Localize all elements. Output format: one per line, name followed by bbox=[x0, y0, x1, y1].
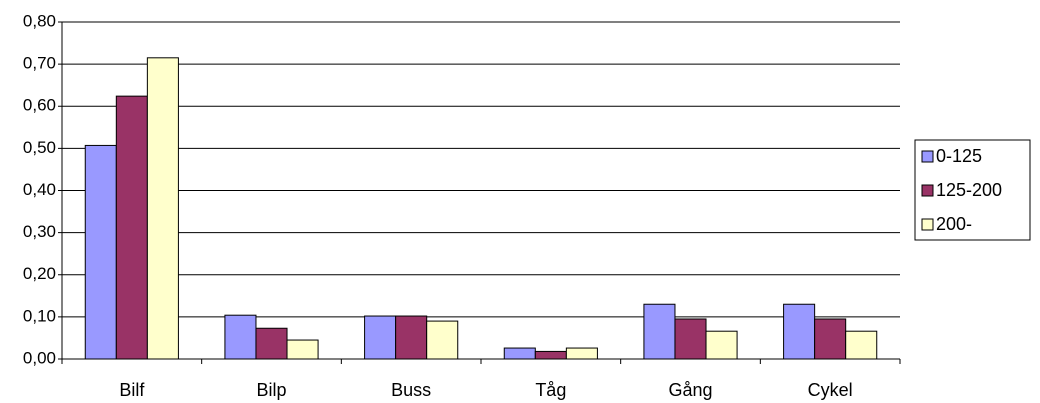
x-tick-label: Gång bbox=[668, 380, 712, 400]
x-tick-label: Bilp bbox=[256, 380, 286, 400]
legend-swatch bbox=[921, 218, 934, 231]
bar bbox=[146, 57, 179, 360]
bar bbox=[426, 320, 459, 360]
bar bbox=[255, 327, 288, 360]
legend-swatch bbox=[921, 150, 934, 163]
bar bbox=[783, 303, 816, 360]
y-tick-label: 0,60 bbox=[23, 96, 56, 115]
bar bbox=[115, 95, 148, 360]
y-tick-label: 0,00 bbox=[23, 348, 56, 367]
bar bbox=[364, 315, 397, 360]
bar bbox=[705, 330, 738, 360]
bar bbox=[224, 314, 257, 360]
bar bbox=[845, 330, 878, 360]
y-tick-label: 0,50 bbox=[23, 138, 56, 157]
bar bbox=[643, 303, 676, 360]
legend-label: 125-200 bbox=[936, 180, 1002, 200]
bar bbox=[84, 144, 117, 360]
x-tick-label: Buss bbox=[391, 380, 431, 400]
bar bbox=[674, 318, 707, 360]
y-tick-label: 0,80 bbox=[23, 11, 56, 30]
y-tick-label: 0,30 bbox=[23, 222, 56, 241]
y-tick-label: 0,40 bbox=[23, 180, 56, 199]
x-tick-label: Cykel bbox=[808, 380, 853, 400]
legend-swatch bbox=[921, 184, 934, 197]
bar bbox=[503, 347, 536, 360]
bar bbox=[395, 315, 428, 360]
legend-box bbox=[914, 139, 1031, 241]
bar bbox=[814, 318, 847, 360]
x-tick-label: Tåg bbox=[535, 380, 566, 400]
y-tick-label: 0,70 bbox=[23, 54, 56, 73]
bar bbox=[286, 339, 319, 360]
legend-label: 200- bbox=[936, 214, 972, 234]
bar bbox=[534, 350, 567, 360]
x-tick-label: Bilf bbox=[119, 380, 145, 400]
bar bbox=[565, 347, 598, 360]
y-tick-label: 0,10 bbox=[23, 306, 56, 325]
legend-label: 0-125 bbox=[936, 146, 982, 166]
y-tick-label: 0,20 bbox=[23, 264, 56, 283]
